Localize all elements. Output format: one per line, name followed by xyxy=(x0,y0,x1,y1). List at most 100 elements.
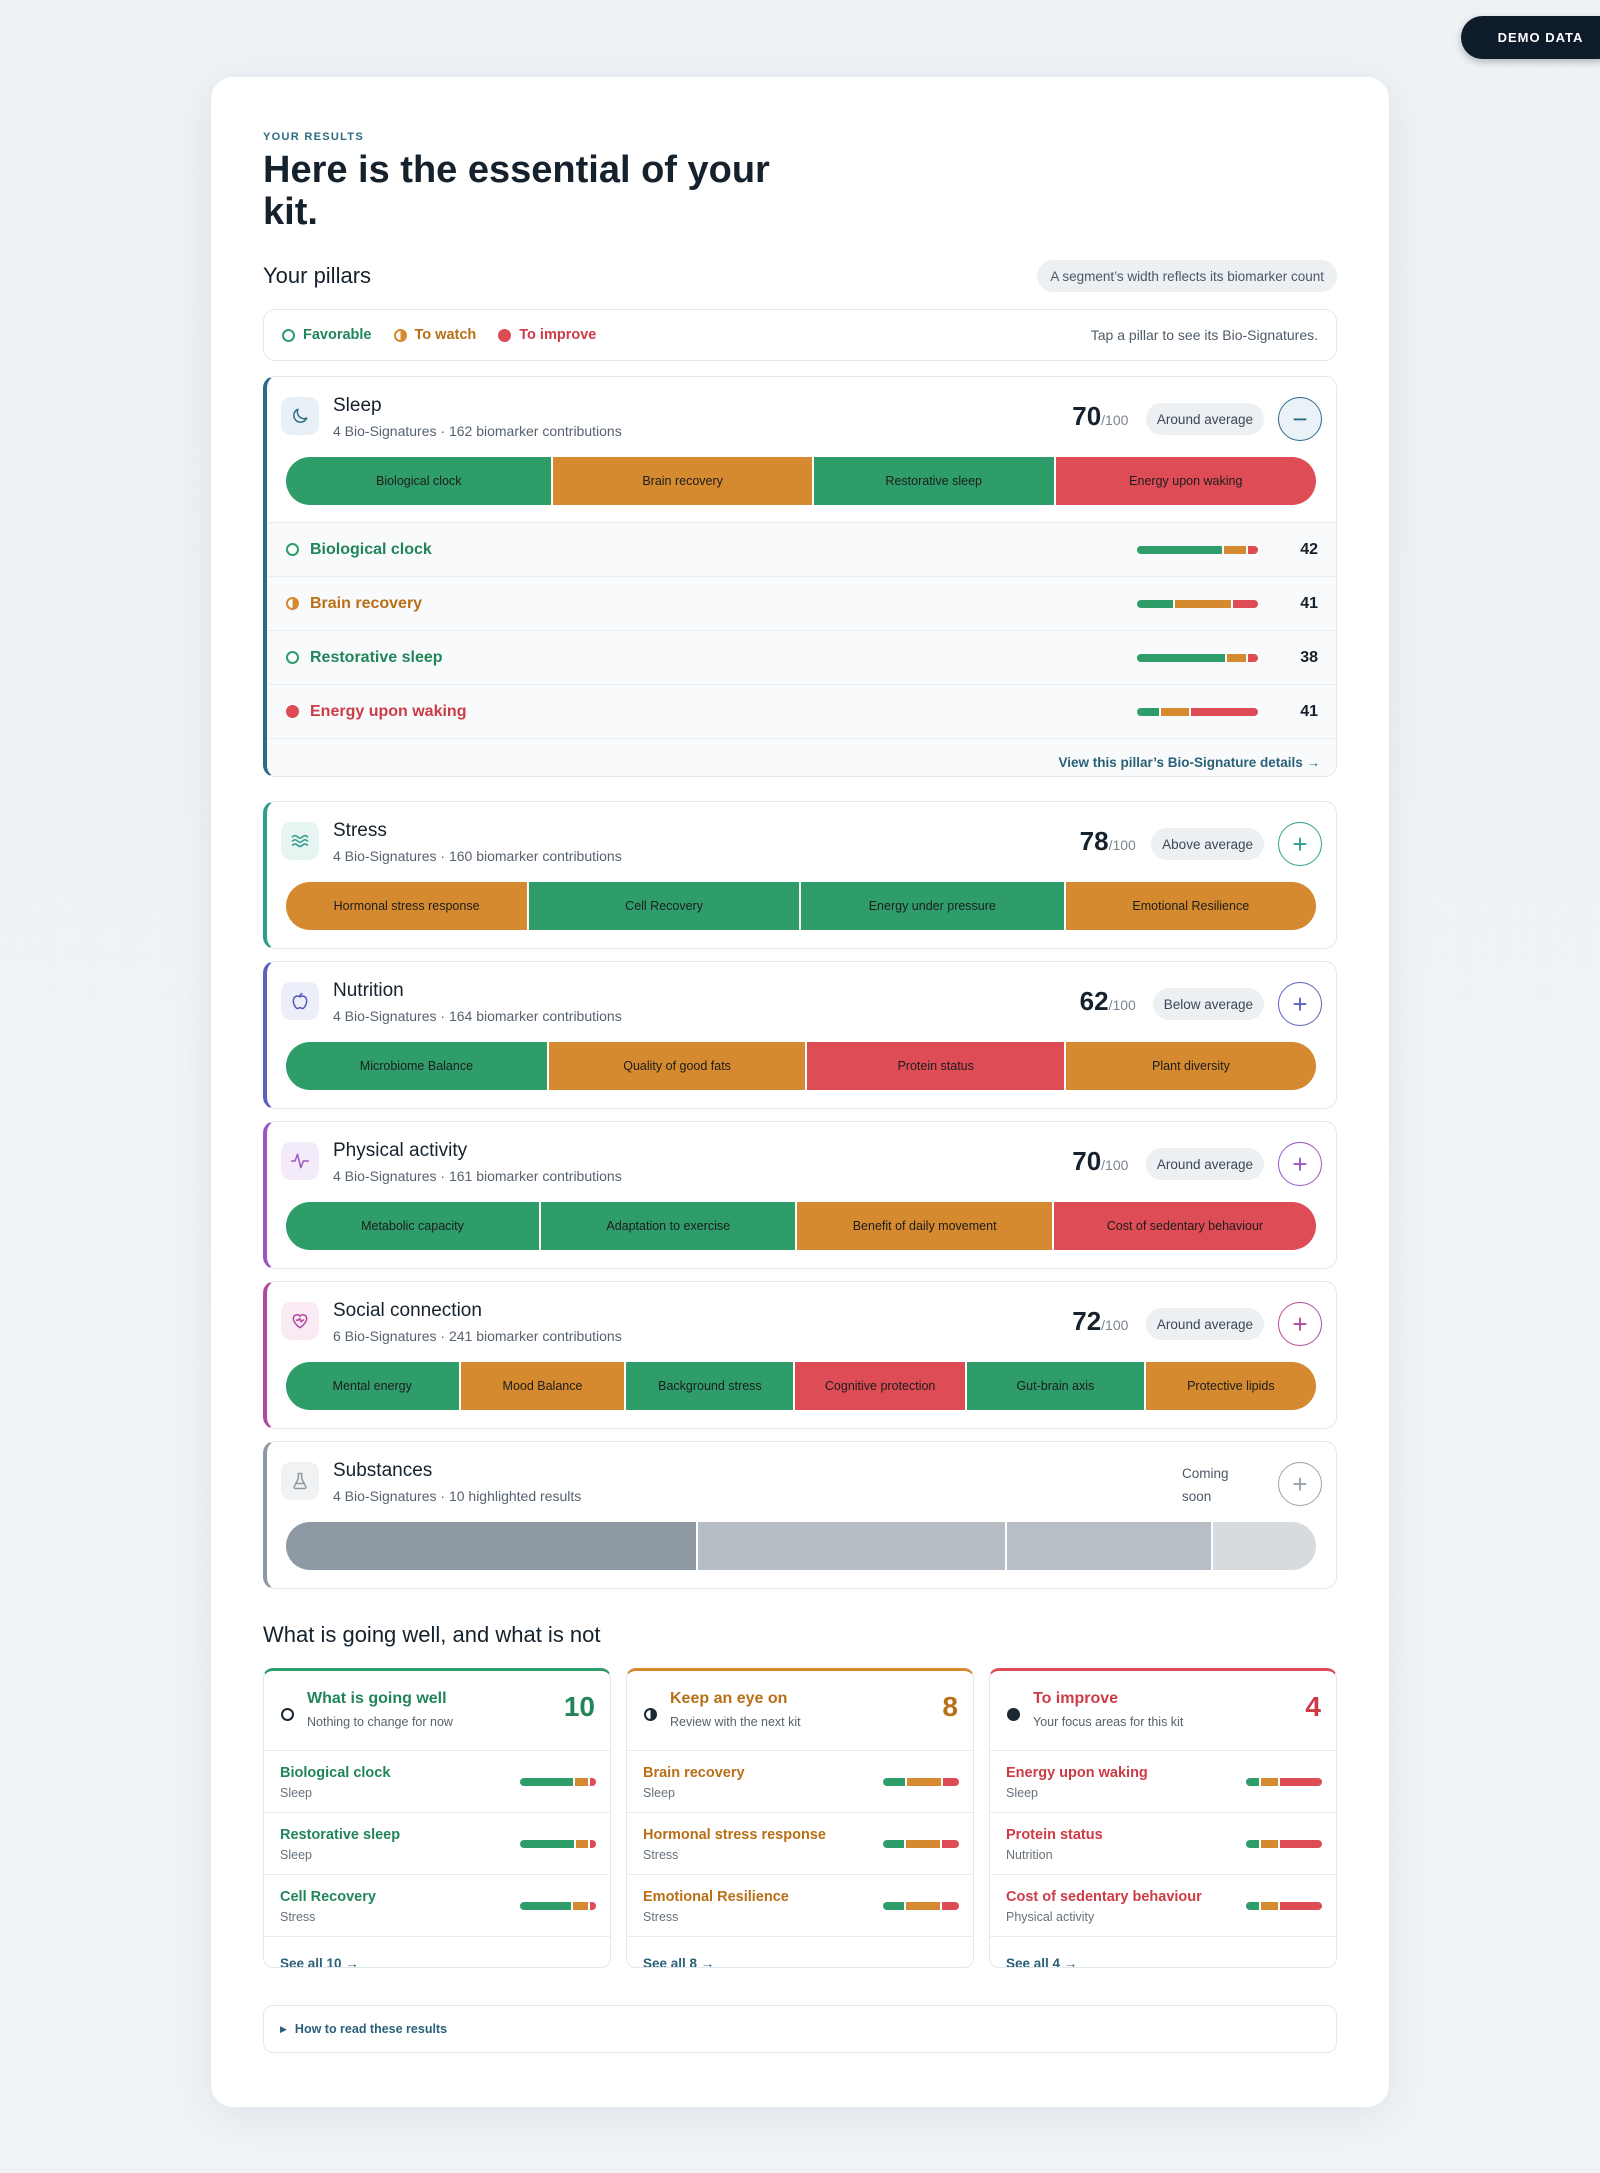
mini-bar-segment xyxy=(1161,707,1192,716)
segment[interactable]: Plant diversity xyxy=(1065,1042,1316,1090)
summary-row[interactable]: Hormonal stress response Stress xyxy=(627,1813,973,1875)
collapse-button[interactable]: − xyxy=(1278,397,1322,441)
expand-button[interactable]: + xyxy=(1278,1462,1322,1506)
summary-row[interactable]: Biological clock Sleep xyxy=(264,1751,610,1813)
segment[interactable]: Protective lipids xyxy=(1145,1362,1316,1410)
pillar-card-social-connection[interactable]: Social connection 6 Bio-Signatures · 241… xyxy=(263,1281,1337,1429)
pillar-score-max: /100 xyxy=(1101,412,1129,428)
column-header: Keep an eye on Review with the next kit … xyxy=(627,1671,973,1751)
summary-row[interactable]: Emotional Resilience Stress xyxy=(627,1875,973,1937)
pillar-name: Stress xyxy=(333,820,387,841)
summary-row[interactable]: Energy upon waking Sleep xyxy=(990,1751,1336,1813)
summary-row-name: Restorative sleep xyxy=(280,1827,401,1843)
signature-name: Energy upon waking xyxy=(310,702,467,720)
results-card: YOUR RESULTS Here is the essential of yo… xyxy=(211,77,1389,2107)
summary-mini-bar xyxy=(883,1840,959,1848)
signature-row[interactable]: Biological clock 42 xyxy=(267,522,1336,576)
segment[interactable]: Microbiome Balance xyxy=(286,1042,549,1090)
segment[interactable]: Metabolic capacity xyxy=(286,1202,541,1250)
pillar-details-link[interactable]: View this pillar’s Bio-Signature details… xyxy=(267,738,1336,776)
summary-row[interactable]: Protein status Nutrition xyxy=(990,1813,1336,1875)
segment[interactable]: Restorative sleep xyxy=(813,457,1056,505)
pillar-card-nutrition[interactable]: Nutrition 4 Bio-Signatures · 164 biomark… xyxy=(263,961,1337,1109)
segment[interactable] xyxy=(286,1522,698,1570)
imp-status-icon xyxy=(286,705,299,718)
column-subtitle: Review with the next kit xyxy=(670,1715,801,1729)
pillar-name: Sleep xyxy=(333,395,382,416)
segment[interactable]: Quality of good fats xyxy=(548,1042,808,1090)
demo-data-badge: DEMO DATA xyxy=(1461,16,1600,59)
signature-row[interactable]: Restorative sleep 38 xyxy=(267,630,1336,684)
segment[interactable]: Benefit of daily movement xyxy=(797,1202,1054,1250)
summary-row-name: Emotional Resilience xyxy=(643,1889,789,1905)
summary-mini-bar xyxy=(1246,1840,1322,1848)
segment[interactable]: Brain recovery xyxy=(553,457,814,505)
column-title: What is going well xyxy=(307,1690,447,1707)
segment[interactable]: Background stress xyxy=(626,1362,796,1410)
fav-status-icon xyxy=(286,543,299,556)
expand-button[interactable]: + xyxy=(1278,1302,1322,1346)
see-all-link[interactable]: See all 8 → xyxy=(627,1937,973,1968)
segment[interactable]: Biological clock xyxy=(286,457,554,505)
how-to-read-toggle[interactable]: ▶ How to read these results xyxy=(263,2005,1337,2053)
expand-button[interactable]: + xyxy=(1278,982,1322,1026)
pillar-subtitle: 4 Bio-Signatures · 162 biomarker contrib… xyxy=(333,423,622,439)
summary-row[interactable]: Cost of sedentary behaviour Physical act… xyxy=(990,1875,1336,1937)
waves-icon xyxy=(281,822,319,860)
summary-column-fav: What is going well Nothing to change for… xyxy=(263,1668,611,1968)
summary-mini-bar xyxy=(1246,1902,1322,1910)
pillar-subtitle: 4 Bio-Signatures · 160 biomarker contrib… xyxy=(333,848,622,864)
segment[interactable]: Energy upon waking xyxy=(1055,457,1316,505)
signature-row[interactable]: Brain recovery 41 xyxy=(267,576,1336,630)
column-count: 4 xyxy=(1305,1691,1321,1722)
signature-row[interactable]: Energy upon waking 41 xyxy=(267,684,1336,738)
pillar-card-substances[interactable]: Substances 4 Bio-Signatures · 10 highlig… xyxy=(263,1441,1337,1589)
column-header: To improve Your focus areas for this kit… xyxy=(990,1671,1336,1751)
pulse-icon xyxy=(281,1142,319,1180)
segment[interactable]: Cognitive protection xyxy=(795,1362,967,1410)
summary-row[interactable]: Brain recovery Sleep xyxy=(627,1751,973,1813)
segment[interactable]: Mental energy xyxy=(286,1362,461,1410)
see-all-label: See all 8 → xyxy=(643,1955,715,1968)
plus-icon: + xyxy=(1292,1469,1308,1499)
summary-row[interactable]: Restorative sleep Sleep xyxy=(264,1813,610,1875)
segment[interactable]: Cost of sedentary behaviour xyxy=(1053,1202,1316,1250)
expand-button[interactable]: + xyxy=(1278,1142,1322,1186)
segment[interactable] xyxy=(1213,1522,1316,1570)
summary-row[interactable]: Cell Recovery Stress xyxy=(264,1875,610,1937)
mini-bar-segment xyxy=(1226,653,1249,662)
legend-to-watch-label: To watch xyxy=(414,327,477,343)
fav-status-icon xyxy=(281,1708,294,1721)
segment[interactable]: Mood Balance xyxy=(460,1362,627,1410)
watch-status-icon xyxy=(286,597,299,610)
pillar-card-physical-activity[interactable]: Physical activity 4 Bio-Signatures · 161… xyxy=(263,1121,1337,1269)
pillar-status-badge: Below average xyxy=(1152,988,1264,1020)
segment[interactable] xyxy=(698,1522,1007,1570)
summary-row-name: Protein status xyxy=(1006,1827,1103,1843)
summary-row-pillar: Sleep xyxy=(280,1786,312,1800)
how-to-read-label: How to read these results xyxy=(294,2022,448,2036)
see-all-link[interactable]: See all 10 → xyxy=(264,1937,610,1968)
mini-bar-segment xyxy=(1137,599,1175,608)
column-header: What is going well Nothing to change for… xyxy=(264,1671,610,1751)
pillar-card-stress[interactable]: Stress 4 Bio-Signatures · 160 biomarker … xyxy=(263,801,1337,949)
segment[interactable]: Gut-brain axis xyxy=(966,1362,1146,1410)
segment[interactable]: Cell Recovery xyxy=(529,882,801,930)
expand-button[interactable]: + xyxy=(1278,822,1322,866)
segment[interactable]: Adaptation to exercise xyxy=(541,1202,798,1250)
pillar-status-badge: Around average xyxy=(1145,403,1264,435)
pillar-score-max: /100 xyxy=(1101,1157,1129,1173)
mini-bar-segment xyxy=(1174,599,1233,608)
segment[interactable]: Energy under pressure xyxy=(800,882,1066,930)
plus-icon: + xyxy=(1292,989,1308,1019)
segment[interactable]: Emotional Resilience xyxy=(1065,882,1316,930)
segment[interactable]: Hormonal stress response xyxy=(286,882,530,930)
segment[interactable]: Protein status xyxy=(807,1042,1066,1090)
pillar-status-badge: Around average xyxy=(1145,1148,1264,1180)
segment[interactable] xyxy=(1007,1522,1213,1570)
mini-bar-segment xyxy=(1137,653,1227,662)
see-all-link[interactable]: See all 4 → xyxy=(990,1937,1336,1968)
column-title: Keep an eye on xyxy=(670,1690,788,1707)
biosignature-segment-bar: Biological clock Brain recovery Restorativ… xyxy=(286,457,1316,505)
pillar-card-sleep[interactable]: Sleep 4 Bio-Signatures · 162 biomarker c… xyxy=(263,376,1337,777)
